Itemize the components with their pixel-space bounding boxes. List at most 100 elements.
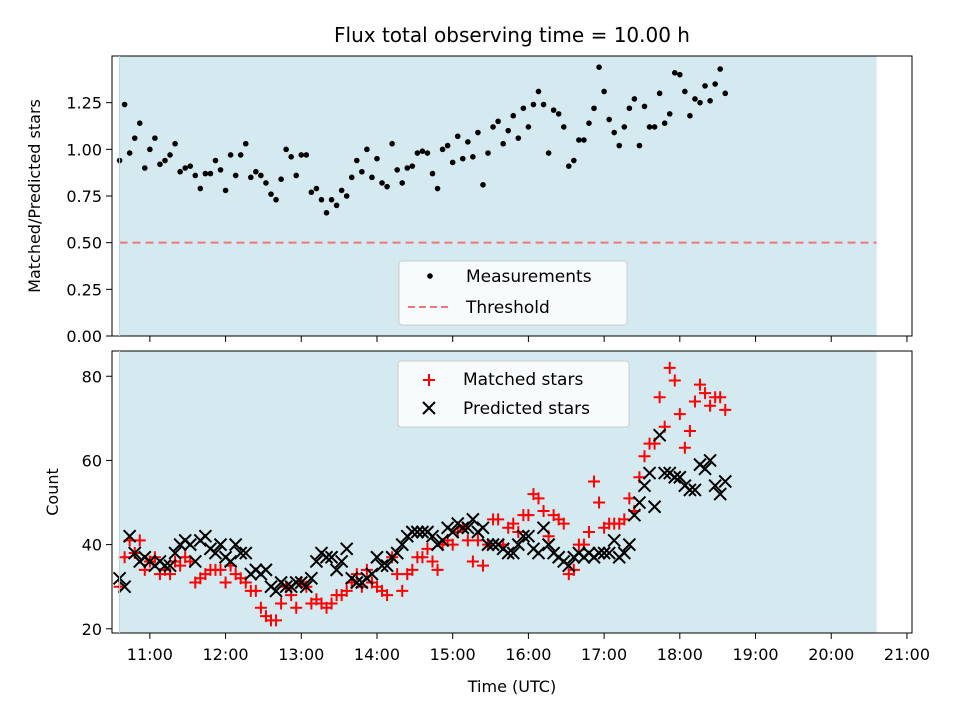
predicted-point: [289, 575, 303, 590]
predicted-point: [188, 554, 202, 569]
predicted-point: [158, 558, 172, 573]
measurement-point: [646, 124, 653, 130]
measurement-point: [596, 64, 602, 70]
predicted-point: [486, 537, 500, 552]
measurement-point: [601, 88, 607, 95]
measurement-point: [520, 105, 527, 112]
predicted-point: [637, 478, 652, 493]
predicted-point: [668, 470, 682, 484]
predicted-point: [329, 563, 344, 577]
matched-point: [431, 563, 444, 576]
predicted-point: [647, 500, 662, 514]
y-tick-label: 0.50: [66, 234, 102, 253]
measurement-point: [348, 174, 355, 181]
measurement-point: [253, 168, 259, 175]
measurement-point: [263, 180, 269, 186]
measurement-point: [616, 142, 623, 149]
matched-point: [466, 555, 479, 568]
measurement-point: [298, 152, 305, 158]
measurement-point: [126, 150, 133, 156]
matched-point: [522, 509, 535, 522]
matched-point: [290, 601, 303, 614]
predicted-point: [607, 533, 621, 548]
matched-point: [446, 538, 459, 551]
measurement-point: [121, 101, 128, 108]
x-tick-label: 15:00: [430, 645, 476, 664]
measurement-point: [631, 96, 638, 102]
predicted-point: [673, 470, 687, 484]
matched-point: [396, 584, 409, 597]
predicted-point: [536, 521, 551, 535]
predicted-point: [334, 554, 349, 569]
predicted-point: [627, 508, 642, 522]
measurement-point: [384, 183, 390, 190]
predicted-point: [208, 546, 223, 560]
matched-point: [507, 517, 520, 530]
measurement-point: [278, 176, 284, 182]
measurement-point: [187, 163, 194, 169]
measurement-point: [273, 196, 279, 203]
measurement-point: [409, 163, 416, 169]
predicted-point: [456, 521, 470, 535]
predicted-point: [350, 575, 364, 590]
x-tick-label: 20:00: [808, 645, 854, 664]
measurement-point: [651, 124, 658, 130]
predicted-point: [339, 542, 354, 556]
predicted-point: [718, 474, 732, 489]
matched-point: [381, 589, 394, 602]
matched-point: [668, 374, 681, 387]
measurement-point: [424, 150, 431, 156]
measurement-point: [545, 150, 552, 156]
measurement-point: [147, 146, 153, 153]
measurement-point: [540, 101, 547, 108]
predicted-point: [228, 537, 243, 552]
measurement-point: [212, 157, 219, 164]
predicted-point: [299, 579, 314, 594]
predicted-point: [163, 558, 177, 573]
predicted-point: [425, 529, 440, 543]
measurement-point: [449, 159, 456, 166]
matched-point: [476, 559, 489, 572]
measurement-point: [283, 146, 289, 153]
measurement-point: [505, 127, 512, 134]
matched-point: [471, 534, 484, 547]
chart-title: Flux total observing time = 10.00 h: [334, 23, 690, 47]
predicted-point: [466, 512, 480, 527]
matched-point: [688, 395, 701, 408]
matched-point: [623, 492, 636, 505]
measurement-point: [586, 120, 592, 126]
predicted-point: [405, 525, 420, 539]
measurement-point: [414, 150, 421, 156]
measurement-point: [697, 99, 703, 106]
predicted-point: [683, 483, 697, 497]
predicted-point: [304, 571, 319, 585]
predicted-point: [541, 537, 556, 552]
measurement-point: [459, 155, 466, 162]
measurement-point: [268, 191, 274, 197]
measurement-point: [702, 83, 708, 89]
predicted-point: [233, 546, 248, 560]
measurement-point: [525, 124, 532, 130]
series-measurements: [116, 64, 729, 216]
measurement-point: [707, 98, 713, 104]
predicted-point: [698, 462, 712, 476]
measurement-point: [162, 157, 168, 164]
measurement-point: [207, 170, 214, 177]
measurement-point: [671, 70, 678, 76]
matched-point: [582, 525, 595, 538]
measurement-point: [682, 88, 688, 95]
measurement-point: [687, 112, 693, 119]
predicted-point: [511, 537, 526, 552]
x-tick-label: 16:00: [505, 645, 551, 664]
measurement-point: [535, 88, 542, 95]
count-panel-frame: [111, 350, 913, 634]
measurement-point: [444, 142, 451, 149]
measurement-point: [606, 116, 612, 123]
measurement-point: [182, 165, 188, 171]
measurement-point: [192, 172, 199, 179]
measurement-point: [399, 180, 406, 186]
predicted-point: [501, 546, 515, 560]
predicted-point: [445, 525, 460, 539]
predicted-point: [461, 521, 475, 535]
measurement-point: [374, 155, 380, 162]
